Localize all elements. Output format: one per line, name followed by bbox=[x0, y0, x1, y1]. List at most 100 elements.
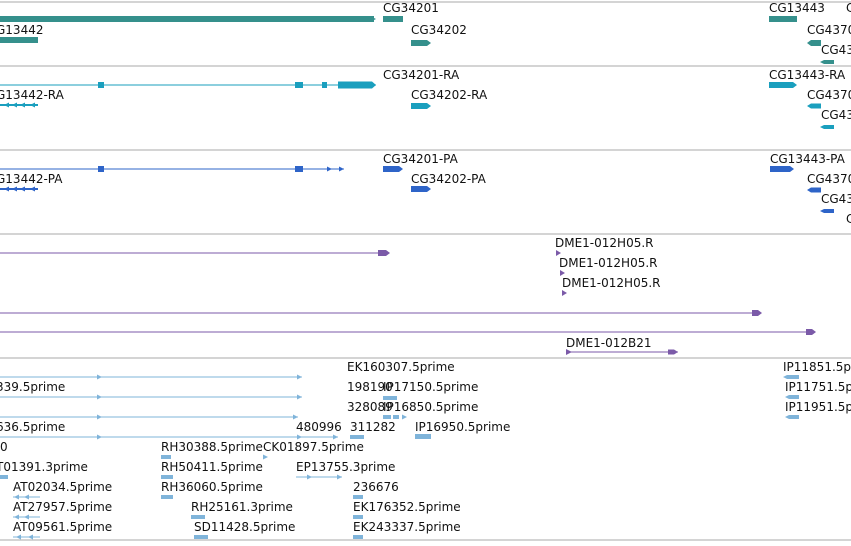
transcript-label: CG13443-RA bbox=[769, 68, 846, 82]
strand-arrow-right bbox=[402, 414, 407, 420]
est-block[interactable] bbox=[378, 250, 390, 256]
cdna-block[interactable] bbox=[785, 395, 799, 399]
gene-label: CG43 bbox=[821, 43, 851, 57]
gene-label: G13442 bbox=[0, 23, 43, 37]
cdna-label: IP11751.5p bbox=[785, 380, 851, 394]
cdna-block[interactable] bbox=[353, 515, 363, 519]
strand-arrow-right bbox=[97, 374, 102, 380]
gene-CG34201[interactable] bbox=[0, 16, 374, 22]
cdna-label: IP16850.5prime bbox=[383, 400, 478, 414]
gene-CG34202[interactable] bbox=[411, 40, 431, 46]
transcript-label: CG34201-RA bbox=[383, 68, 460, 82]
protein-CG43[interactable] bbox=[820, 209, 834, 213]
cdna-label: 198190 bbox=[347, 380, 393, 394]
cds[interactable] bbox=[295, 166, 303, 172]
est-arrow bbox=[566, 349, 572, 355]
est-block[interactable] bbox=[752, 310, 762, 316]
gene-CG4370[interactable] bbox=[807, 40, 821, 46]
protein-label: C bbox=[846, 212, 851, 226]
cdna-label: EP13755.3prime bbox=[296, 460, 395, 474]
cdna-block[interactable] bbox=[353, 535, 363, 539]
cdna-block[interactable] bbox=[161, 495, 173, 499]
cdna-block[interactable] bbox=[194, 535, 208, 539]
cdna-block[interactable] bbox=[383, 415, 391, 419]
strand-arrow-left bbox=[24, 514, 29, 520]
cdna-label: 636.5prime bbox=[0, 420, 65, 434]
transcript-CG43[interactable] bbox=[820, 125, 834, 129]
protein-label: G13442-PA bbox=[0, 172, 63, 186]
transcript-label: CG43 bbox=[821, 108, 851, 122]
est-block[interactable] bbox=[806, 329, 816, 335]
cdna-label: 339.5prime bbox=[0, 380, 65, 394]
protein-CG13442-PA[interactable] bbox=[0, 188, 38, 190]
gene-CG13442[interactable] bbox=[0, 37, 38, 43]
cdna-block[interactable] bbox=[383, 396, 397, 400]
cdna-label: CK01897.5prime bbox=[263, 440, 364, 454]
protein-CG34201-small[interactable] bbox=[383, 166, 403, 172]
cdna-block[interactable] bbox=[783, 375, 799, 379]
strand-arrow-right bbox=[307, 474, 312, 480]
gene-CG34201-small[interactable] bbox=[383, 16, 403, 22]
cdna-label: 311282 bbox=[350, 420, 396, 434]
strand-arrow-right bbox=[293, 414, 298, 420]
gene-CG43[interactable] bbox=[820, 60, 834, 64]
gene-label: C bbox=[846, 1, 851, 15]
protein-label: CG13443-PA bbox=[770, 152, 846, 166]
transcript-label: G13442-RA bbox=[0, 88, 65, 102]
cdna-block[interactable] bbox=[191, 515, 205, 519]
exon-last[interactable] bbox=[338, 81, 376, 89]
gene-CG13443[interactable] bbox=[769, 16, 797, 22]
transcript-CG34202-RA[interactable] bbox=[411, 103, 431, 109]
est-label: DME1-012H05.R bbox=[559, 256, 658, 270]
strand-arrow-right bbox=[333, 434, 338, 440]
cdna-block[interactable] bbox=[415, 434, 431, 439]
est-arrow bbox=[560, 270, 565, 276]
cdna-block[interactable] bbox=[785, 415, 799, 419]
gene-label: CG13443 bbox=[769, 1, 825, 15]
cdna-block[interactable] bbox=[353, 495, 363, 499]
cds[interactable] bbox=[98, 166, 104, 172]
strand-arrow-right bbox=[370, 16, 376, 22]
gene-label: CG4370 bbox=[807, 23, 851, 37]
cdna-label: 480996 bbox=[296, 420, 342, 434]
strand-arrow-left bbox=[24, 494, 29, 500]
cdna-label: RH50411.5prime bbox=[161, 460, 263, 474]
cdna-label: EK243337.5prime bbox=[353, 520, 461, 534]
strand-arrow-right bbox=[97, 434, 102, 440]
est-block[interactable] bbox=[668, 349, 678, 355]
protein-CG13443-PA[interactable] bbox=[770, 166, 794, 172]
protein-label: CG34201-PA bbox=[383, 152, 459, 166]
protein-label: CG34202-PA bbox=[411, 172, 487, 186]
transcript-CG4370[interactable] bbox=[807, 103, 821, 109]
protein-CG34202-PA[interactable] bbox=[411, 186, 431, 192]
est-label: DME1-012H05.R bbox=[562, 276, 661, 290]
est-label: DME1-012B21 bbox=[566, 336, 652, 350]
strand-arrow-right bbox=[297, 394, 302, 400]
strand-arrow-right bbox=[297, 374, 302, 380]
strand-arrow-right bbox=[337, 474, 342, 480]
exon[interactable] bbox=[98, 82, 104, 88]
strand-arrow-left bbox=[28, 534, 33, 540]
transcript-CG13442-RA[interactable] bbox=[0, 104, 38, 106]
cdna-label: 236676 bbox=[353, 480, 399, 494]
cdna-block[interactable] bbox=[393, 415, 399, 419]
cdna-label: IP17150.5prime bbox=[383, 380, 478, 394]
transcript-CG13443-RA[interactable] bbox=[769, 82, 797, 88]
protein-label: CG4370 bbox=[807, 172, 851, 186]
cdna-label: EK176352.5prime bbox=[353, 500, 461, 514]
cdna-block[interactable] bbox=[161, 475, 173, 479]
cdna-label: IP16950.5prime bbox=[415, 420, 510, 434]
cdna-block[interactable] bbox=[0, 475, 8, 479]
cdna-label: SD11428.5prime bbox=[194, 520, 295, 534]
transcript-label: CG34202-RA bbox=[411, 88, 488, 102]
cdna-block[interactable] bbox=[350, 435, 364, 439]
exon[interactable] bbox=[295, 82, 303, 88]
protein-CG4370[interactable] bbox=[807, 187, 821, 193]
gene-label: CG34202 bbox=[411, 23, 467, 37]
exon[interactable] bbox=[322, 82, 327, 88]
strand-arrow-right bbox=[339, 166, 344, 172]
cdna-block[interactable] bbox=[161, 455, 171, 459]
protein-label: CG43 bbox=[821, 192, 851, 206]
